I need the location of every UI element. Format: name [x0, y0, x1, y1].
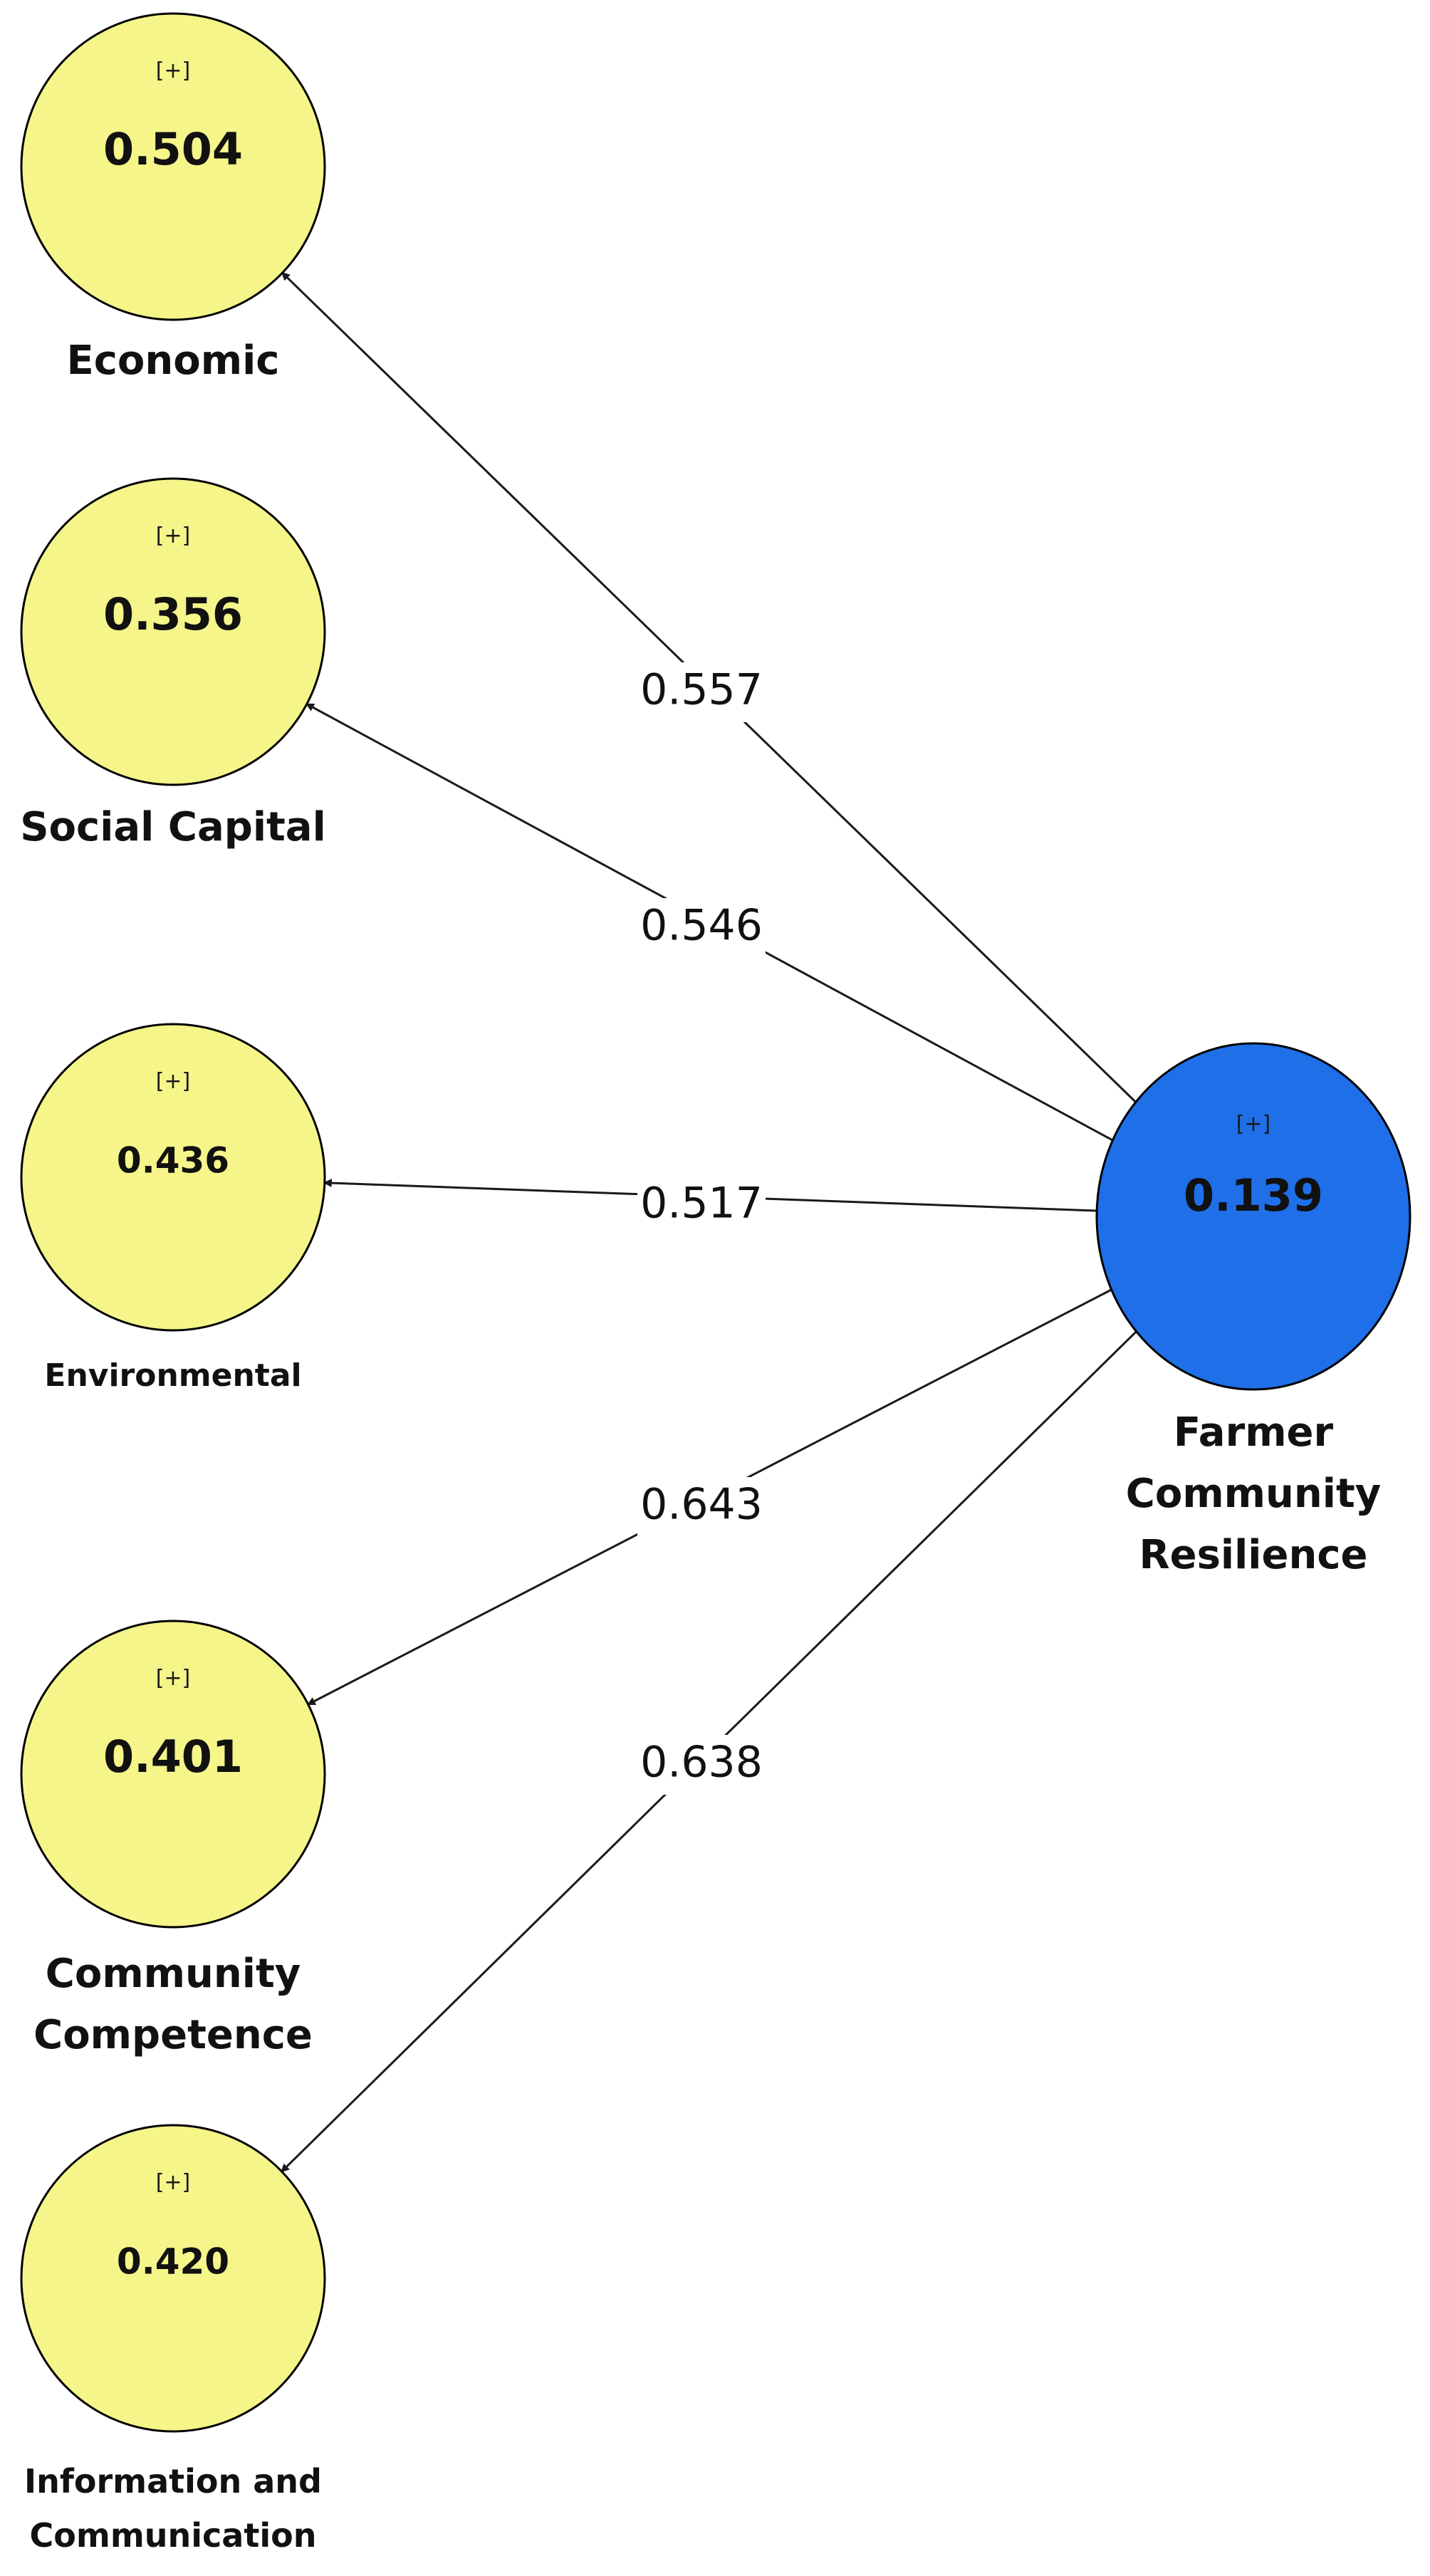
node-label-line: Information and [24, 2462, 322, 2501]
node-information-and-communication[interactable]: [+] 0.420 Information and Communication [20, 2124, 326, 2555]
edge-weight-bg [637, 1735, 766, 1795]
edges-layer: 0.557 0.546 0.517 0.643 0.638 [281, 271, 1137, 2173]
edge-weight-bg [637, 1176, 766, 1236]
node-value: 0.356 [103, 588, 243, 640]
node-social-capital[interactable]: [+] 0.356 Social Capital [20, 477, 326, 850]
node-label-line: Community [46, 1951, 301, 1997]
node-label-line: Environmental [44, 1357, 301, 1394]
edge-weight-information-and-communication: 0.638 [640, 1738, 763, 1788]
node-label-line: Economic [66, 338, 279, 384]
node-label-line: Social Capital [20, 804, 326, 850]
node-label-line: Community [1126, 1471, 1381, 1517]
node-label-line: Communication [30, 2516, 317, 2555]
expand-marker[interactable]: [+] [1236, 1112, 1271, 1137]
edge-weight-bg [637, 1477, 766, 1537]
node-value: 0.436 [117, 1140, 229, 1182]
expand-marker[interactable]: [+] [156, 523, 191, 548]
node-circle[interactable] [20, 477, 326, 786]
edge-weight-social-capital: 0.546 [640, 901, 763, 951]
node-economic[interactable]: [+] 0.504 Economic [20, 12, 326, 384]
node-farmer-community-resilience[interactable]: [+] 0.139 Farmer Community Resilience [1095, 1042, 1411, 1578]
node-circle[interactable] [20, 1620, 326, 1929]
edge-weight-community-competence: 0.643 [640, 1480, 763, 1530]
edge-weight-bg [637, 898, 766, 958]
edge-weight-environmental: 0.517 [640, 1179, 763, 1229]
node-value: 0.139 [1184, 1169, 1323, 1221]
node-community-competence[interactable]: [+] 0.401 Community Competence [20, 1620, 326, 2058]
node-circle[interactable] [20, 1023, 326, 1332]
node-label-line: Resilience [1139, 1532, 1367, 1578]
node-label-line: Competence [33, 2012, 313, 2058]
node-circle[interactable] [1095, 1042, 1411, 1391]
node-value: 0.504 [103, 123, 243, 175]
expand-marker[interactable]: [+] [156, 2170, 191, 2195]
node-circle[interactable] [20, 2124, 326, 2433]
node-label-line: Farmer [1174, 1409, 1334, 1456]
expand-marker[interactable]: [+] [156, 1069, 191, 1094]
node-value: 0.420 [117, 2241, 229, 2283]
edge-weight-economic: 0.557 [640, 665, 763, 715]
node-value: 0.401 [103, 1731, 243, 1783]
expand-marker[interactable]: [+] [156, 58, 191, 83]
edge-weight-bg [637, 662, 766, 722]
expand-marker[interactable]: [+] [156, 1666, 191, 1691]
node-circle[interactable] [20, 12, 326, 321]
node-environmental[interactable]: [+] 0.436 Environmental [20, 1023, 326, 1394]
